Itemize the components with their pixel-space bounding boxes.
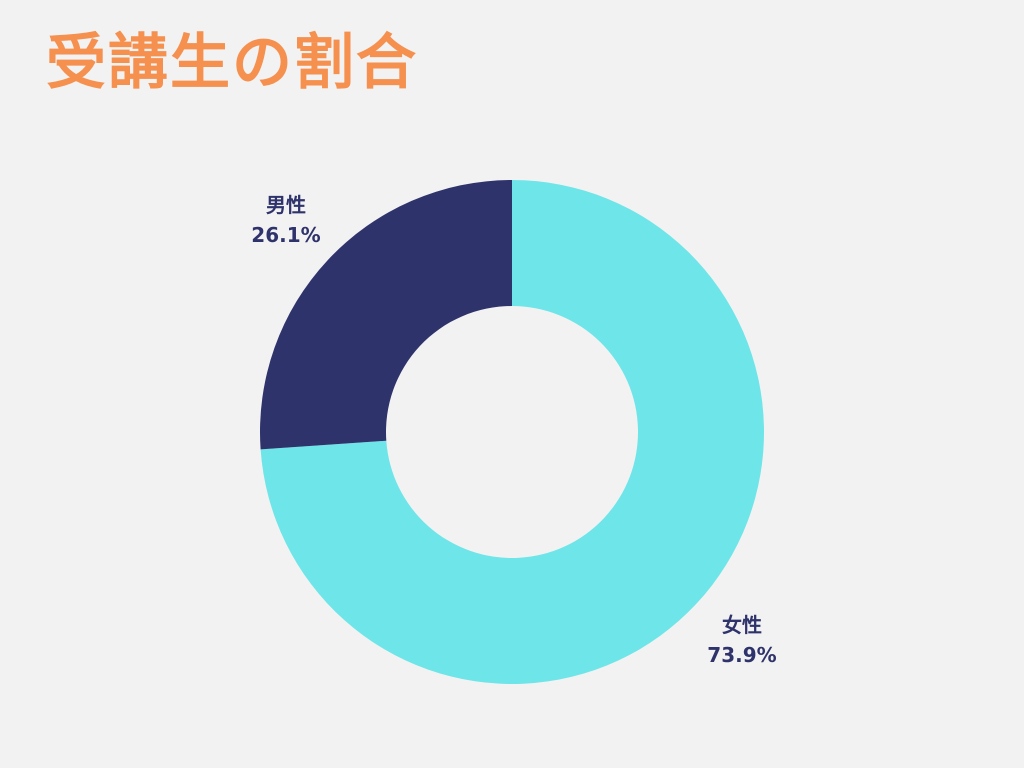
slice-female <box>260 180 764 684</box>
category-label: 男性 <box>266 193 306 217</box>
slice-label-male: 男性 26.1% <box>251 193 320 247</box>
category-label: 女性 <box>722 613 762 637</box>
value-label: 73.9% <box>707 643 776 667</box>
chart-title: 受講生の割合 <box>46 28 418 98</box>
value-label: 26.1% <box>251 223 320 247</box>
slice-male <box>260 180 512 450</box>
slice-label-female: 女性 73.9% <box>707 613 776 667</box>
